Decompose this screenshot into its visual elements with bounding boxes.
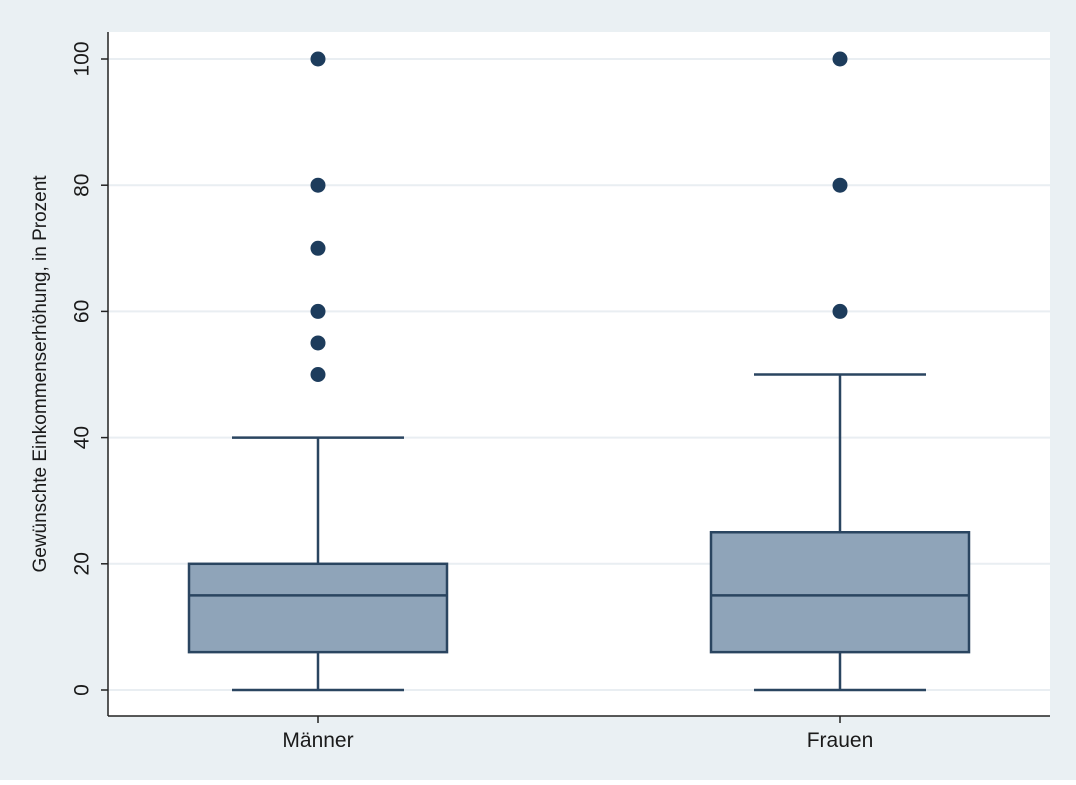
outlier-point — [310, 177, 326, 193]
tick-labels: 0 20 40 60 80 100 Männer Frauen — [71, 41, 874, 752]
y-tick-label: 40 — [71, 426, 94, 449]
outlier-point — [832, 303, 848, 319]
outlier-point — [310, 335, 326, 351]
outlier-point — [310, 303, 326, 319]
box-iqr — [709, 531, 971, 654]
axes — [107, 32, 1050, 717]
outlier-point — [310, 240, 326, 256]
outlier-point — [310, 51, 326, 67]
y-tick-label: 20 — [71, 552, 94, 575]
box-iqr — [187, 562, 449, 654]
outlier-point — [832, 51, 848, 67]
box-group — [187, 51, 449, 692]
y-tick-label: 80 — [71, 174, 94, 197]
y-axis-label: Gewünschte Einkommenserhöhung, in Prozen… — [30, 175, 51, 573]
y-tick-label: 60 — [71, 300, 94, 323]
x-tick-label: Frauen — [807, 729, 874, 752]
outlier-point — [310, 367, 326, 382]
box-group — [709, 51, 971, 692]
outlier-point — [832, 177, 848, 193]
boxes — [187, 51, 971, 692]
y-tick-label: 0 — [71, 684, 94, 696]
x-tick-label: Männer — [282, 729, 353, 752]
y-tick-label: 100 — [71, 41, 94, 76]
